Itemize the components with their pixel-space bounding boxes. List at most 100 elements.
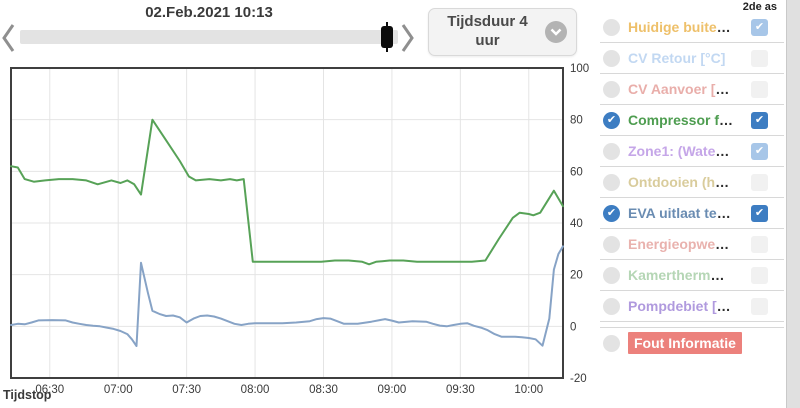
legend-item-label[interactable]: Zone1: (Wate… [628, 143, 729, 159]
chevron-left-icon [2, 24, 15, 52]
series-radio-button[interactable]: ✔ [603, 204, 620, 222]
second-axis-checkbox[interactable]: ✔ [751, 266, 768, 284]
x-tick-label: 06:30 [35, 384, 64, 396]
legend-item-text: Ontdooien (h [628, 174, 716, 190]
x-tick-label: 07:30 [172, 384, 201, 396]
y-tick-label: 80 [570, 115, 583, 127]
legend-item-text: CV Aanvoer [ [628, 81, 716, 97]
second-axis-checkbox[interactable]: ✔ [751, 111, 768, 129]
y-tick-label: 100 [570, 63, 589, 75]
y-tick-label: 20 [570, 270, 583, 282]
second-axis-checkbox[interactable]: ✔ [751, 142, 768, 160]
x-tick-label: 08:00 [241, 384, 270, 396]
legend-item-text: Fout Informatie [634, 335, 736, 351]
legend-item-text: Huidige buite [628, 19, 717, 35]
check-icon: ✔ [606, 113, 617, 126]
legend-item-text: Kamertherm [628, 267, 711, 283]
series-radio-button[interactable]: ✔ [603, 297, 620, 315]
duration-label: Tijdsduur 4 uur [447, 13, 528, 49]
second-axis-checkbox[interactable]: ✔ [751, 80, 768, 98]
duration-dropdown[interactable]: Tijdsduur 4 uur [428, 8, 577, 56]
legend-item-label[interactable]: Energieopwe… [628, 236, 729, 252]
legend-row[interactable]: ✔ Ontdooien (h… ✔ [600, 167, 784, 198]
legend-item-label[interactable]: Huidige buite… [628, 19, 731, 35]
legend-item-text: EVA uitlaat te [628, 205, 717, 221]
x-tick-label: 07:00 [104, 384, 133, 396]
legend-sidebar: 2de as ✔Huidige buite…✔✔CV Retour [°C]✔✔… [600, 0, 786, 408]
legend-row[interactable]: ✔ Huidige buite… ✔ [600, 12, 784, 43]
slider-handle-grip [380, 26, 393, 48]
legend-rows: ✔Huidige buite…✔✔CV Retour [°C]✔✔CV Aanv… [600, 12, 784, 358]
series-radio-button[interactable]: ✔ [603, 334, 620, 352]
truncation-ellipsis: … [710, 267, 725, 283]
check-icon: ✔ [754, 20, 765, 33]
second-axis-header: 2de as [742, 1, 777, 13]
legend-row[interactable]: ✔ CV Retour [°C] ✔ [600, 43, 784, 74]
legend-item-label[interactable]: Compressor f… [628, 112, 733, 128]
legend-item-text: CV Retour [°C] [628, 50, 726, 66]
y-tick-label: 60 [570, 166, 583, 178]
check-icon: ✔ [606, 206, 617, 219]
truncation-ellipsis: … [715, 174, 730, 190]
second-axis-checkbox[interactable]: ✔ [751, 49, 768, 67]
legend-item-label[interactable]: Ontdooien (h… [628, 174, 729, 190]
second-axis-checkbox[interactable]: ✔ [751, 297, 768, 315]
vertical-scrollbar[interactable] [786, 0, 800, 408]
truncation-ellipsis: … [715, 143, 730, 159]
series-radio-button[interactable]: ✔ [603, 18, 620, 36]
legend-item-label[interactable]: CV Aanvoer [… [628, 81, 729, 97]
check-icon: ✔ [754, 144, 765, 157]
series-radio-button[interactable]: ✔ [603, 111, 620, 129]
series-radio-button[interactable]: ✔ [603, 235, 620, 253]
check-icon: ✔ [754, 113, 765, 126]
legend-row[interactable]: ✔ EVA uitlaat te… ✔ [600, 198, 784, 229]
legend-row[interactable]: ✔ Kamertherm… ✔ [600, 260, 784, 291]
legend-row[interactable]: ✔ Energieopwe… ✔ [600, 229, 784, 260]
legend-row[interactable]: ✔ Zone1: (Wate… ✔ [600, 136, 784, 167]
legend-item-label[interactable]: Pompdebiet [… [628, 298, 731, 314]
x-axis-title: Tijdstop [3, 388, 52, 402]
check-icon: ✔ [754, 206, 765, 219]
step-forward-button[interactable] [399, 22, 415, 54]
second-axis-checkbox[interactable]: ✔ [751, 18, 768, 36]
chevron-down-glyph [550, 28, 562, 36]
truncation-ellipsis: … [715, 81, 730, 97]
step-back-button[interactable] [1, 22, 17, 54]
time-navigation-bar: 02.Feb.2021 10:13 Tijdsduur 4 uur [0, 0, 600, 60]
series-radio-button[interactable]: ✔ [603, 49, 620, 67]
legend-item-text: Energieopwe [628, 236, 716, 252]
legend-item-text: Compressor f [628, 112, 720, 128]
x-tick-label: 10:00 [514, 384, 543, 396]
chevron-down-icon [545, 21, 567, 43]
legend-item-label[interactable]: CV Retour [°C] [628, 50, 725, 66]
plot-border [10, 67, 564, 379]
series-line-1 [10, 245, 564, 347]
legend-item-label[interactable]: EVA uitlaat te… [628, 205, 731, 221]
series-radio-button[interactable]: ✔ [603, 266, 620, 284]
slider-handle[interactable] [380, 22, 394, 52]
series-radio-button[interactable]: ✔ [603, 142, 620, 160]
legend-item-text: Pompdebiet [ [628, 298, 717, 314]
legend-item-text: Zone1: (Wate [628, 143, 716, 159]
legend-row[interactable]: ✔ Pompdebiet [… ✔ [600, 291, 784, 322]
series-line-0 [10, 118, 564, 266]
x-tick-label: 08:30 [309, 384, 338, 396]
legend-item-label[interactable]: Kamertherm… [628, 267, 724, 283]
series-radio-button[interactable]: ✔ [603, 80, 620, 98]
x-tick-label: 09:30 [446, 384, 475, 396]
y-tick-label: 40 [570, 218, 583, 230]
legend-row[interactable]: ✔ CV Aanvoer [… ✔ [600, 74, 784, 105]
time-slider[interactable] [20, 22, 398, 52]
truncation-ellipsis: … [716, 298, 731, 314]
chevron-right-icon [401, 24, 414, 52]
second-axis-checkbox[interactable]: ✔ [751, 173, 768, 191]
second-axis-checkbox[interactable]: ✔ [751, 235, 768, 253]
series-radio-button[interactable]: ✔ [603, 173, 620, 191]
second-axis-checkbox[interactable]: ✔ [751, 204, 768, 222]
y-tick-label: 0 [570, 321, 576, 333]
legend-row[interactable]: ✔Fout Informatie✔ [600, 327, 784, 358]
error-info-badge[interactable]: Fout Informatie [628, 332, 742, 354]
legend-row[interactable]: ✔ Compressor f… ✔ [600, 105, 784, 136]
x-tick-label: 09:00 [378, 384, 407, 396]
truncation-ellipsis: … [719, 112, 734, 128]
